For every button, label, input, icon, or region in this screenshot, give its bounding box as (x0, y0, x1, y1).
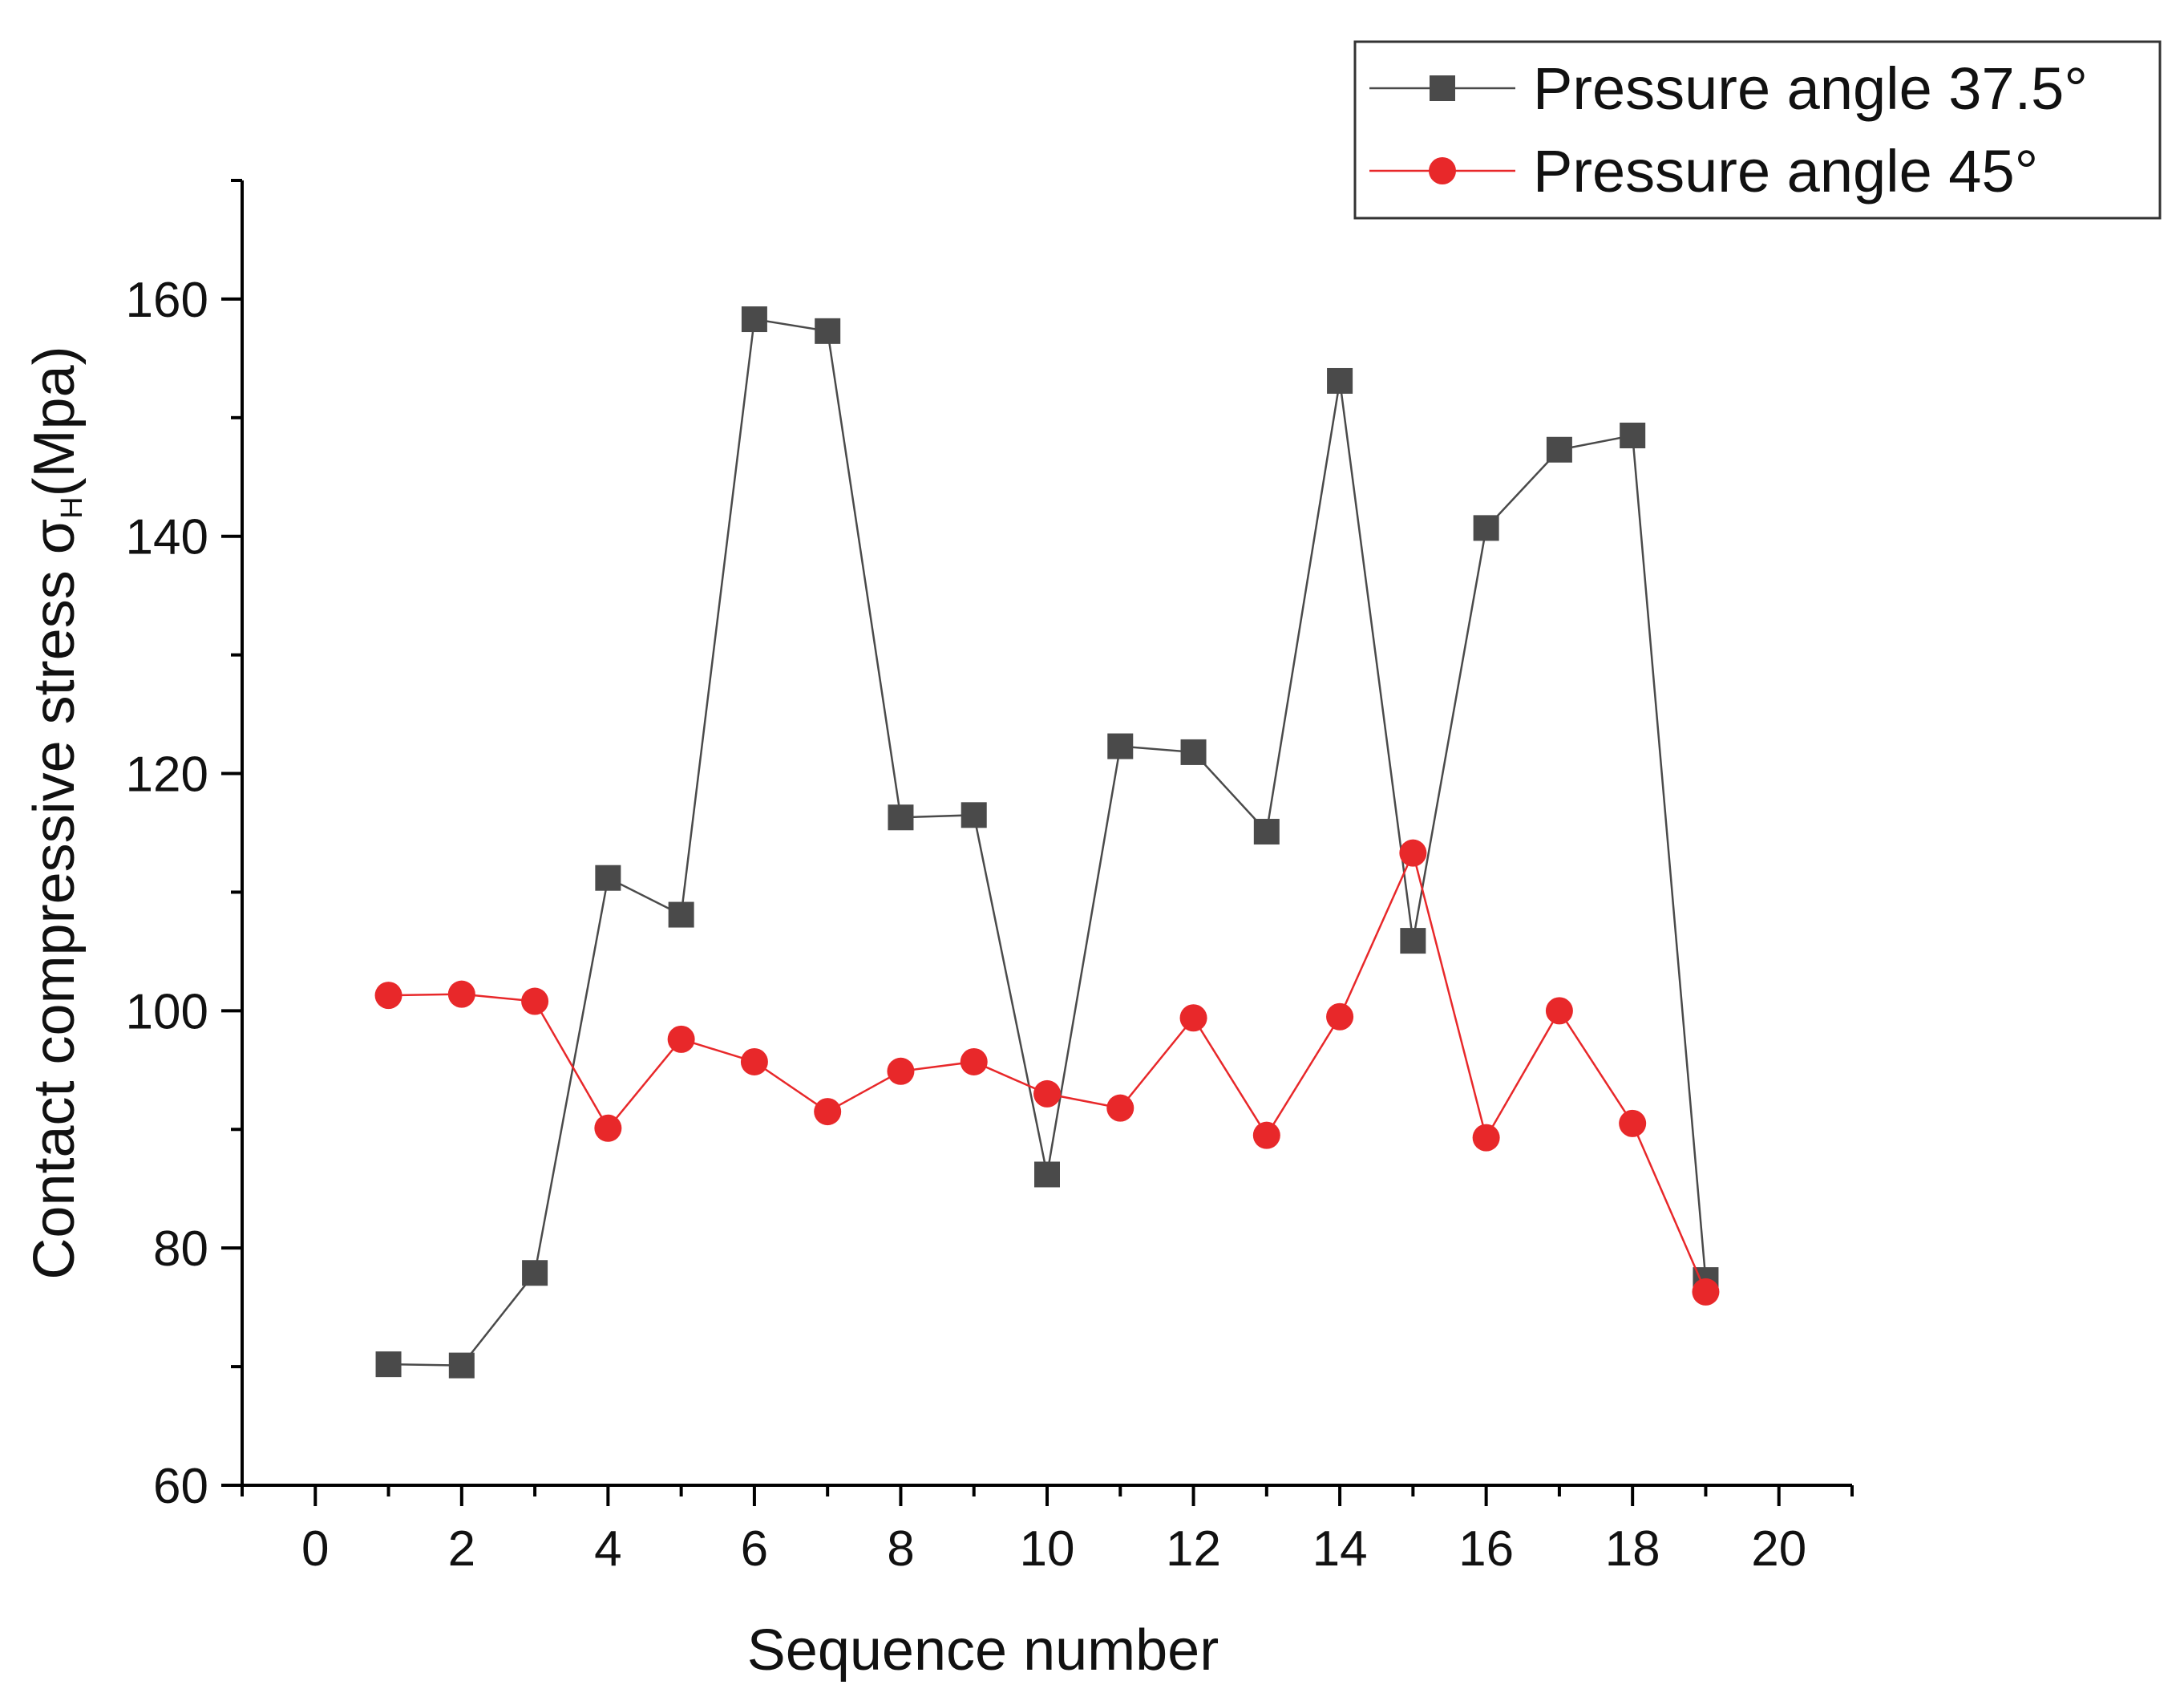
data-point-1-17 (1546, 436, 1572, 463)
data-point-1-11 (1107, 733, 1134, 759)
legend-box (1353, 40, 2162, 220)
data-point-2-11 (1106, 1094, 1134, 1122)
data-point-2-13 (1252, 1121, 1280, 1149)
legend-label: Pressure angle 45° (1533, 138, 2038, 205)
data-point-1-15 (1400, 928, 1426, 954)
series-line (388, 849, 1707, 1293)
x-tick-label: 6 (741, 1521, 768, 1577)
data-point-1-14 (1327, 367, 1353, 394)
data-point-2-8 (887, 1057, 915, 1085)
data-point-1-3 (522, 1260, 548, 1286)
y-tick-label: 120 (126, 747, 208, 803)
data-point-1-5 (668, 901, 694, 928)
data-point-2-18 (1619, 1109, 1647, 1137)
data-point-2-15 (1399, 839, 1427, 867)
x-tick-label: 0 (301, 1521, 329, 1577)
y-axis-title-main: Contact compressive stress σ (22, 519, 87, 1280)
data-point-1-8 (888, 804, 914, 831)
x-tick-label: 10 (1020, 1521, 1075, 1577)
legend-item-2: Pressure angle 45° (1369, 138, 2038, 205)
data-point-2-4 (594, 1114, 622, 1142)
data-point-2-9 (960, 1047, 988, 1075)
data-point-2-5 (667, 1025, 695, 1053)
data-point-2-7 (814, 1098, 842, 1126)
y-tick-label: 80 (153, 1221, 208, 1277)
legend: Pressure angle 37.5° Pressure angle 45° (1353, 40, 2162, 220)
data-point-2-16 (1472, 1124, 1500, 1152)
series-1 (375, 306, 1719, 1379)
data-point-1-12 (1180, 739, 1207, 765)
series-layer (374, 306, 1720, 1379)
data-point-1-9 (961, 802, 987, 828)
data-point-1-16 (1473, 515, 1499, 541)
data-point-2-19 (1692, 1278, 1720, 1306)
series-line (388, 318, 1707, 1367)
axes: 0 2 4 6 8 10 12 14 16 18 20 60 80 100 120 140 160 Sequenc… (22, 179, 1854, 1683)
y-tick-label: 140 (126, 510, 208, 565)
x-tick-label: 18 (1605, 1521, 1660, 1577)
data-point-2-2 (447, 980, 475, 1008)
data-point-1-13 (1253, 819, 1280, 845)
y-tick-label: 100 (126, 984, 208, 1039)
data-point-2-3 (521, 987, 549, 1015)
y-tick-label: 160 (126, 273, 208, 328)
x-axis-title: Sequence number (747, 1618, 1219, 1683)
data-point-1-10 (1034, 1161, 1060, 1188)
data-point-2-10 (1033, 1079, 1061, 1108)
y-axis-title-subscript: H (55, 496, 89, 518)
x-tick-label: 4 (594, 1521, 621, 1577)
x-tick-label: 8 (887, 1521, 914, 1577)
series-2 (374, 839, 1720, 1306)
y-tick-label: 60 (153, 1459, 208, 1514)
y-axis-title: Contact compressive stress σH(Mpa) (22, 346, 89, 1279)
data-point-2-6 (740, 1047, 768, 1075)
data-point-1-6 (741, 306, 767, 333)
x-tick-label: 12 (1166, 1521, 1221, 1577)
x-tick-label: 14 (1312, 1521, 1368, 1577)
data-point-1-1 (375, 1351, 402, 1378)
legend-label: Pressure angle 37.5° (1533, 55, 2088, 122)
data-point-2-14 (1326, 1002, 1354, 1031)
x-tick-label: 16 (1458, 1521, 1514, 1577)
data-point-1-2 (448, 1352, 475, 1379)
data-point-2-12 (1179, 1004, 1207, 1032)
x-tick-label: 2 (448, 1521, 475, 1577)
data-point-2-1 (374, 982, 402, 1010)
legend-marker (1429, 157, 1456, 184)
data-point-2-17 (1545, 997, 1573, 1025)
x-tick-label: 20 (1751, 1521, 1806, 1577)
data-point-1-4 (595, 865, 621, 891)
data-point-1-18 (1620, 423, 1646, 449)
legend-marker (1430, 75, 1455, 101)
data-point-1-7 (815, 318, 841, 344)
legend-item-1: Pressure angle 37.5° (1369, 55, 2088, 122)
y-axis-title-unit: (Mpa) (22, 346, 87, 496)
